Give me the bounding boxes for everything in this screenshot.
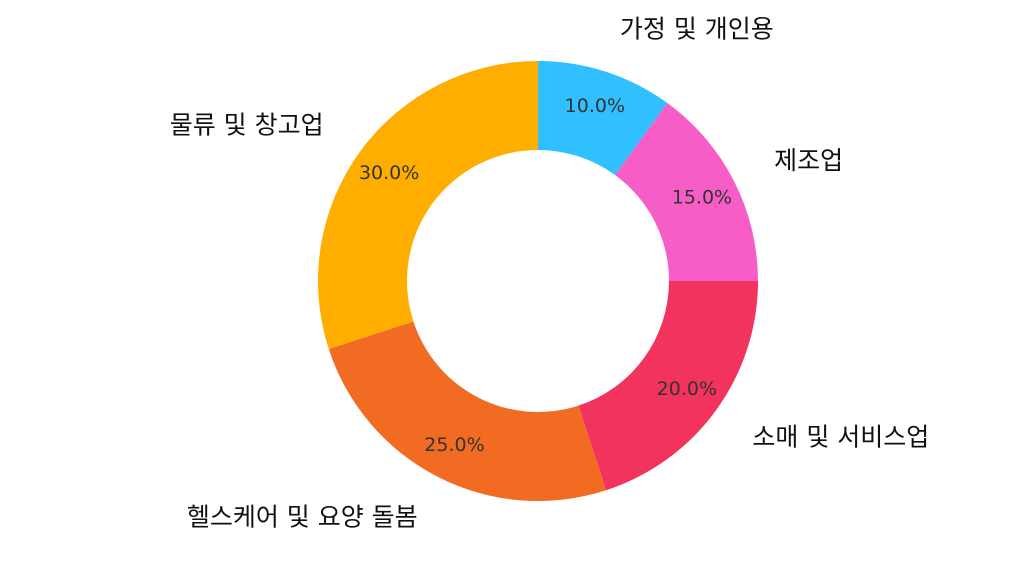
category-label-5: 물류 및 창고업 [170,111,324,140]
percent-labels-layer: 10.0% 15.0% 20.0% 25.0% 30.0% [359,95,732,456]
donut-slice-5 [317,61,538,349]
percent-label-3: 20.0% [657,378,717,400]
donut-slice-4 [328,321,606,501]
category-label-2: 제조업 [774,146,843,175]
slices-layer [317,61,758,501]
donut-slice-1 [538,61,668,176]
category-label-3: 소매 및 서비스업 [752,422,929,451]
category-label-4: 헬스케어 및 요양 돌봄 [187,503,418,532]
percent-label-1: 10.0% [565,95,625,117]
donut-slice-2 [614,103,758,281]
donut-slice-3 [578,281,758,491]
percent-label-5: 30.0% [359,162,419,184]
percent-label-2: 15.0% [672,186,732,208]
category-label-1: 가정 및 개인용 [620,14,774,43]
percent-label-4: 25.0% [424,434,484,456]
